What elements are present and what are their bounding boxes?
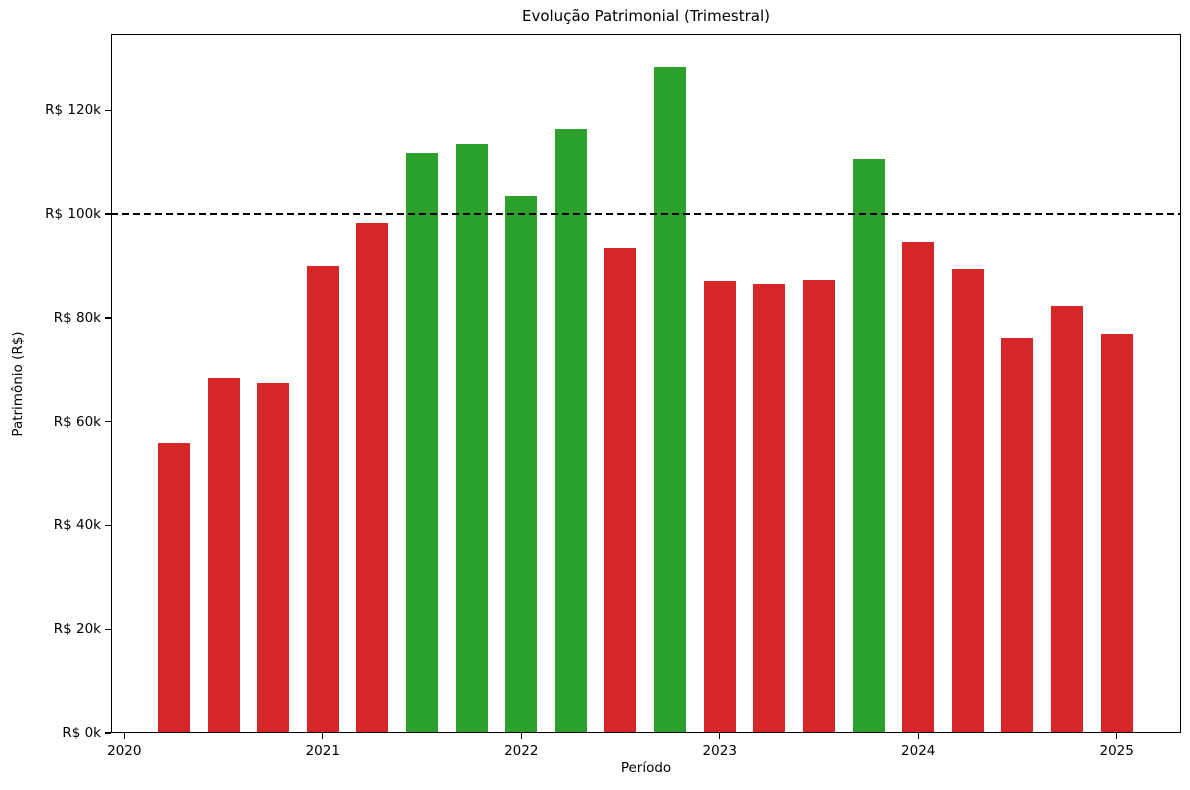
- bar-2021-Q2: [406, 152, 439, 733]
- y-tick-label: R$ 40k: [53, 517, 101, 534]
- x-tick-label: 2023: [702, 743, 737, 759]
- x-tick-label: 2025: [1099, 743, 1134, 759]
- y-tick-mark: [105, 628, 111, 630]
- bar-2024-Q4: [1100, 334, 1133, 733]
- x-tick-mark: [917, 733, 919, 739]
- x-tick-label: 2020: [107, 743, 142, 759]
- bar-2023-Q1: [753, 283, 786, 733]
- bar-2024-Q3: [1051, 305, 1084, 733]
- y-tick-mark: [105, 420, 111, 423]
- chart-title: Evolução Patrimonial (Trimestral): [521, 7, 771, 25]
- bar-2023-Q2: [802, 279, 835, 733]
- bar-2022-Q1: [554, 129, 587, 733]
- x-tick-label: 2024: [901, 743, 936, 759]
- bar-2021-Q4: [505, 196, 538, 733]
- y-tick-label: R$ 0k: [62, 725, 101, 741]
- bar-2023-Q3: [852, 159, 885, 733]
- y-tick-label: R$ 60k: [53, 413, 101, 430]
- bar-2024-Q2: [1001, 338, 1034, 733]
- x-tick-mark: [520, 733, 522, 739]
- x-tick-mark: [719, 733, 721, 739]
- bar-2022-Q2: [604, 248, 637, 733]
- x-tick-mark: [1115, 733, 1118, 739]
- x-tick-mark: [322, 733, 324, 739]
- x-tick-label: 2022: [504, 743, 539, 759]
- bar-2024-Q1: [951, 269, 984, 733]
- bar-2021-Q1: [356, 222, 389, 733]
- bar-2020-Q1: [157, 442, 190, 733]
- bar-2020-Q2: [207, 378, 240, 733]
- y-tick-label: R$ 20k: [53, 621, 101, 638]
- y-tick-mark: [105, 109, 111, 111]
- plot-area: R$ 0k R$ 20k R$ 40k R$ 60k R$ 80k R$ 100k R$ 1…: [45, 34, 1181, 759]
- x-tick-mark: [123, 733, 125, 739]
- x-tick-label: 2021: [305, 743, 340, 759]
- bar-2022-Q4: [703, 281, 736, 733]
- y-tick-mark: [105, 524, 111, 527]
- bar-2020-Q4: [306, 265, 339, 733]
- y-tick-mark: [105, 317, 111, 319]
- y-tick-label: R$ 80k: [53, 309, 101, 326]
- bar-2022-Q3: [654, 67, 687, 733]
- y-tick-label: R$ 120k: [45, 102, 101, 119]
- y-tick-label: R$ 100k: [45, 206, 101, 223]
- y-tick-mark: [105, 213, 111, 215]
- bar-2020-Q3: [257, 383, 290, 733]
- x-axis-label: Período: [620, 760, 672, 776]
- y-tick-mark: [105, 732, 111, 734]
- bar-2023-Q4: [902, 241, 935, 733]
- threshold-line: [111, 213, 1181, 215]
- bar-2021-Q3: [455, 144, 488, 733]
- y-axis-label: Patrimônio (R$): [10, 331, 26, 437]
